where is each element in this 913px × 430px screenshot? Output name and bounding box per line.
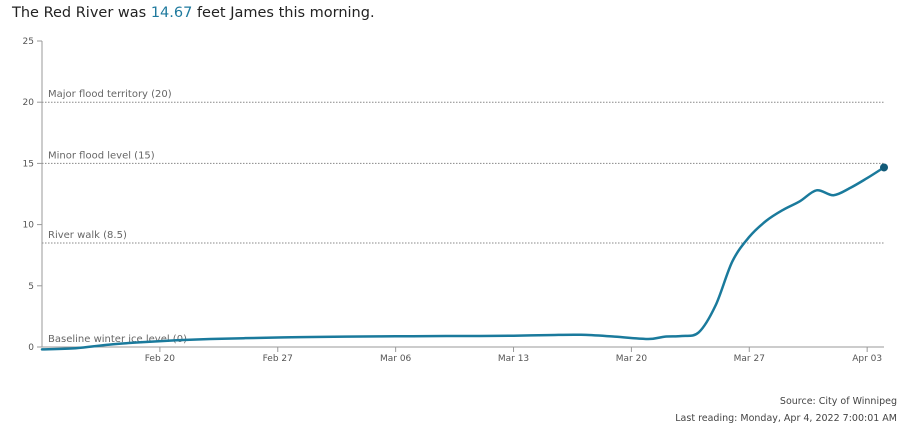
reference-lines: Major flood territory (20) Minor flood le… [42,89,884,345]
y-tick-label: 15 [23,159,34,169]
source-text: Source: City of Winnipeg [779,396,897,407]
x-tick-label: Feb 20 [145,354,176,364]
y-tick-label: 10 [23,221,35,231]
reference-label: Minor flood level (15) [48,150,155,161]
x-tick-label: Mar 20 [616,354,648,364]
y-tick-label: 5 [28,282,34,292]
y-tick-label: 0 [28,343,34,353]
headline-value: 14.67 [150,5,193,21]
reference-label: Baseline winter ice level (0) [48,334,187,345]
last-reading-text: Last reading: Monday, Apr 4, 2022 7:00:0… [675,413,897,424]
headline: The Red River was 14.67 feet James this … [12,5,375,21]
headline-prefix: The Red River was [12,5,151,21]
x-tick-label: Mar 06 [380,354,412,364]
x-tick-label: Mar 13 [498,354,529,364]
y-tick-label: 25 [23,37,34,47]
x-tick-label: Mar 27 [734,354,765,364]
series-line [40,166,886,351]
latest-reading-point [880,163,888,172]
reference-label: Major flood territory (20) [48,89,172,100]
footer: Source: City of Winnipeg Last reading: M… [675,393,897,427]
headline-suffix: feet James this morning. [192,5,375,21]
series-group [40,163,888,351]
axes: 0 5 10 15 20 25 Feb 20 Feb 27 Mar 06 Mar 13 Mar 20… [23,37,884,364]
y-tick-label: 20 [23,98,35,108]
reference-label: River walk (8.5) [48,230,127,241]
x-tick-label: Apr 03 [852,354,882,364]
x-tick-label: Feb 27 [263,354,293,364]
